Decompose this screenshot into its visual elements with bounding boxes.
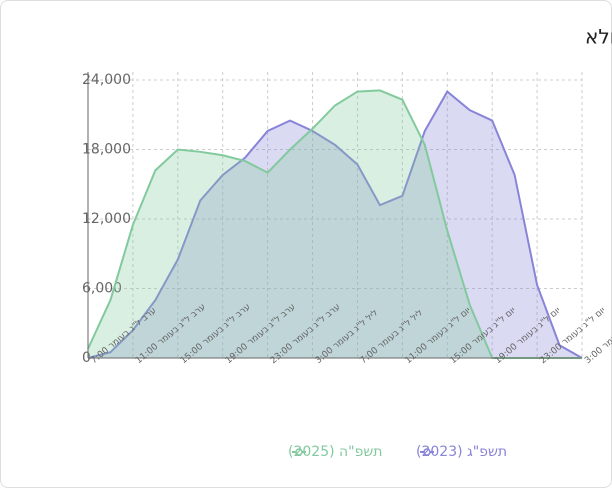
legend-marker — [423, 448, 431, 456]
area — [88, 90, 582, 359]
legend-item: תשפ"ג (2023) — [416, 444, 507, 460]
chart-title: השוואת מספר השוהים בהר מירון לאורך ההילו… — [585, 25, 612, 49]
legend-label: תשפ"ה (2025) — [288, 444, 382, 460]
area — [88, 91, 582, 358]
legend-label: תשפ"ג (2023) — [416, 444, 507, 460]
legend-item: תשפ"ה (2025) — [288, 444, 382, 460]
legend-marker — [295, 448, 303, 456]
line — [87, 90, 583, 359]
y-tick-label: 24,000 — [82, 72, 131, 88]
y-tick-label: 12,000 — [82, 211, 131, 227]
y-tick-label: 0 — [82, 350, 91, 366]
y-tick-label: 18,000 — [82, 142, 131, 158]
